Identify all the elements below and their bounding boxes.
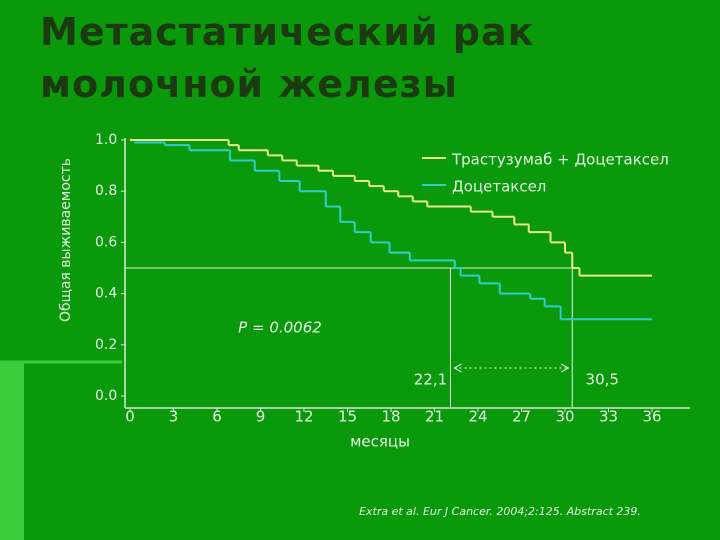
y-tick-label: 0.6 [95,234,117,250]
x-tick-label: 21 [425,408,444,426]
y-tick-label: 0.8 [95,183,117,199]
y-axis-label: Общая выживаемость [58,158,74,322]
y-tick-label: 0.0 [95,388,117,404]
x-tick-label: 36 [642,408,661,426]
x-tick-label: 24 [468,408,487,426]
y-tick-label: 1.0 [95,132,117,148]
median-label: 22,1 [414,371,447,389]
chart-title: Метастатический рак молочной железы [40,10,534,106]
x-tick-label: 9 [256,408,266,426]
arrow-head [453,363,462,373]
legend-label: Доцетаксел [452,178,546,196]
x-tick-label: 12 [294,408,313,426]
x-tick-label: 18 [381,408,400,426]
x-tick-label: 3 [169,408,179,426]
x-tick-label: 15 [338,408,357,426]
x-tick-label: 33 [599,408,618,426]
x-tick-label: 30 [555,408,574,426]
median-label: 30,5 [586,371,619,389]
decor-band [0,362,24,540]
x-tick-label: 6 [212,408,222,426]
x-tick-label: 0 [125,408,135,426]
x-axis-label: месяцы [350,433,410,451]
y-tick-label: 0.4 [95,286,117,302]
citation: Extra et al. Eur J Cancer. 2004;2:125. A… [359,505,641,518]
x-tick-label: 27 [512,408,531,426]
legend-label: Трастузумаб + Доцетаксел [451,151,669,169]
p-value: P = 0.0062 [238,319,322,337]
arrow-head [561,363,570,373]
y-tick-label: 0.2 [95,337,117,353]
